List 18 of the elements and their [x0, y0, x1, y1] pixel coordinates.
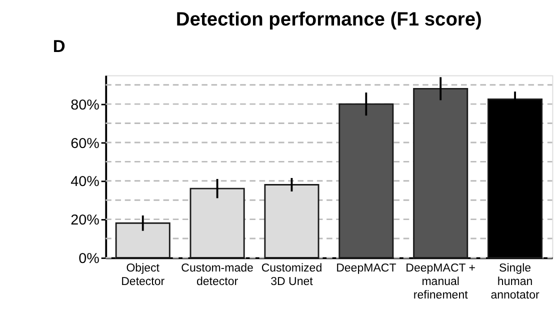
y-tick-label: 60%: [70, 136, 100, 152]
x-tick-label: DeepMACT + manual refinement: [406, 262, 476, 302]
chart-title: Detection performance (F1 score): [176, 9, 482, 30]
y-tick-label: 80%: [70, 97, 100, 114]
y-tick-label: 40%: [70, 174, 100, 190]
text: D: [52, 36, 66, 56]
y-tick-label: 20%: [70, 212, 100, 229]
bar: [115, 222, 170, 258]
bar: [338, 103, 394, 258]
bar: [413, 88, 468, 258]
x-tick-label: Single human annotator: [490, 262, 540, 302]
x-tick-label: Custom-made detector: [181, 262, 254, 288]
bar: [190, 188, 245, 258]
x-tick-label: Customized 3D Unet: [261, 262, 322, 288]
x-tick-label: DeepMACT: [336, 262, 396, 275]
bar: [264, 184, 320, 258]
y-tick-label: 0%: [78, 251, 100, 268]
x-tick-label: Object Detector: [121, 262, 165, 288]
